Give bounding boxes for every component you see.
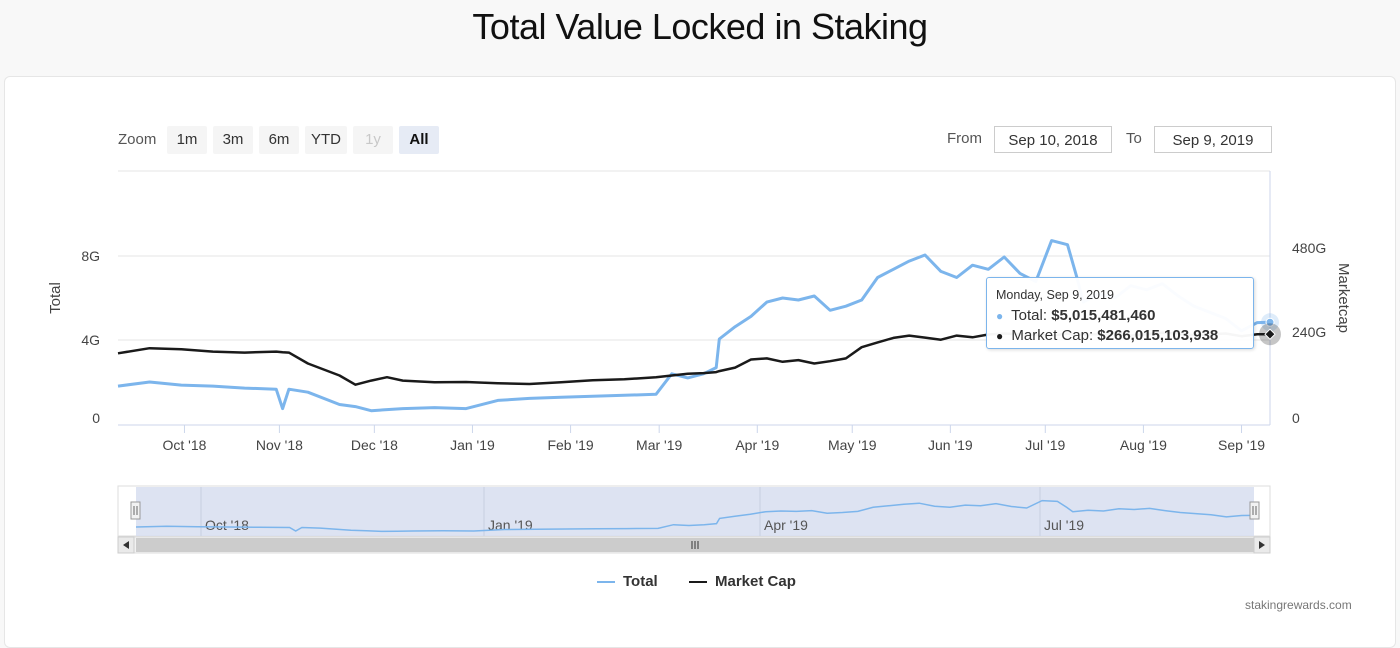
legend-item-market-cap[interactable]: Market Cap xyxy=(689,573,796,590)
scrollbar[interactable] xyxy=(117,536,1271,554)
chart-tooltip: Monday, Sep 9, 2019 ● Total: $5,015,481,… xyxy=(986,277,1254,349)
grid-lines xyxy=(118,170,1271,426)
x-tick-label: Sep '19 xyxy=(1218,437,1265,453)
navigator-series-line xyxy=(135,499,1255,533)
legend-line-icon xyxy=(689,581,707,584)
tooltip-label: Total: xyxy=(1011,307,1048,324)
x-tick-label: Jun '19 xyxy=(928,437,973,453)
navigator-tick: Apr '19 xyxy=(764,517,808,533)
x-tick-label: Feb '19 xyxy=(547,437,593,453)
navigator-selected-range[interactable] xyxy=(136,487,1254,536)
legend-item-total[interactable]: Total xyxy=(597,573,658,590)
tooltip-row-total: ● Total: $5,015,481,460 xyxy=(996,306,1244,326)
navigator[interactable]: Oct '18 Jan '19 Apr '19 Jul '19 xyxy=(117,485,1271,537)
navigator-tick: Oct '18 xyxy=(205,517,249,533)
tooltip-date: Monday, Sep 9, 2019 xyxy=(996,288,1114,302)
x-tick-label: Oct '18 xyxy=(163,437,207,453)
tooltip-value: $5,015,481,460 xyxy=(1051,307,1156,324)
legend-label: Total xyxy=(623,573,658,590)
zoom-1y-button: 1y xyxy=(353,126,393,154)
hover-point-total xyxy=(1265,317,1275,327)
y-right-tick: 0 xyxy=(1292,410,1300,426)
tooltip-dot-icon: ● xyxy=(996,329,1004,343)
x-tick-label: Apr '19 xyxy=(735,437,779,453)
x-tick-label: May '19 xyxy=(828,437,877,453)
zoom-ytd-button[interactable]: YTD xyxy=(305,126,347,154)
legend-line-icon xyxy=(597,581,615,584)
credits-link[interactable]: stakingrewards.com xyxy=(1245,598,1352,612)
x-tick-label: Mar '19 xyxy=(636,437,682,453)
y-left-tick: 0 xyxy=(92,410,100,426)
chart-legend: Total Market Cap xyxy=(0,573,1400,595)
zoom-all-button[interactable]: All xyxy=(399,126,439,154)
y-left-tick: 8G xyxy=(81,248,100,264)
zoom-3m-button[interactable]: 3m xyxy=(213,126,253,154)
y-right-tick: 240G xyxy=(1292,324,1326,340)
x-tick-label: Nov '18 xyxy=(256,437,303,453)
to-date-input[interactable]: Sep 9, 2019 xyxy=(1154,126,1272,153)
tooltip-value: $266,015,103,938 xyxy=(1097,327,1219,344)
from-label: From xyxy=(947,130,982,147)
to-label: To xyxy=(1126,130,1142,147)
zoom-label: Zoom xyxy=(118,131,157,148)
navigator-handle-left[interactable] xyxy=(130,501,141,520)
y-right-title: Marketcap xyxy=(1335,263,1352,333)
page-title: Total Value Locked in Staking xyxy=(472,6,928,47)
tooltip-label: Market Cap: xyxy=(1011,327,1094,344)
arrow-left-icon xyxy=(123,541,129,549)
hover-point-market-cap xyxy=(1264,328,1276,340)
x-tick-label: Jan '19 xyxy=(450,437,495,453)
y-left-title: Total xyxy=(47,282,64,314)
zoom-1m-button[interactable]: 1m xyxy=(167,126,207,154)
arrow-right-icon xyxy=(1259,541,1265,549)
zoom-6m-button[interactable]: 6m xyxy=(259,126,299,154)
x-axis-ticks: Oct '18 Nov '18 Dec '18 Jan '19 Feb '19 Mar '… xyxy=(163,425,1265,453)
x-tick-label: Jul '19 xyxy=(1025,437,1065,453)
navigator-tick: Jul '19 xyxy=(1044,517,1084,533)
legend-label: Market Cap xyxy=(715,573,796,590)
x-tick-label: Dec '18 xyxy=(351,437,398,453)
from-date-input[interactable]: Sep 10, 2018 xyxy=(994,126,1112,153)
y-right-tick: 480G xyxy=(1292,240,1326,256)
navigator-handle-right[interactable] xyxy=(1249,501,1260,520)
tooltip-dot-icon: ● xyxy=(996,309,1004,323)
x-tick-label: Aug '19 xyxy=(1120,437,1167,453)
y-left-tick: 4G xyxy=(81,332,100,348)
tooltip-row-market-cap: ● Market Cap: $266,015,103,938 xyxy=(996,326,1244,346)
